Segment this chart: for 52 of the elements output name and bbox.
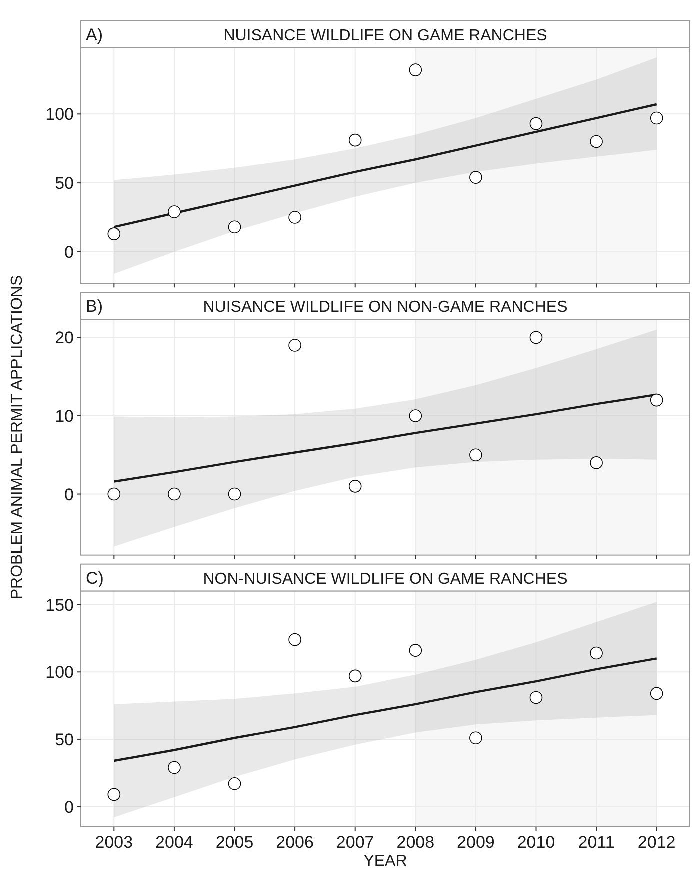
x-tick-label: 2012	[638, 833, 676, 852]
y-tick-label: 100	[46, 105, 74, 124]
x-tick-label: 2003	[95, 833, 134, 852]
y-tick-label: 100	[46, 663, 74, 682]
chart-title: NUISANCE WILDLIFE ON GAME RANCHES	[224, 28, 548, 44]
x-tick-label: 2008	[396, 833, 435, 852]
y-tick-label: 0	[64, 485, 74, 504]
y-tick-label: 10	[55, 406, 74, 426]
point	[650, 394, 664, 407]
point	[530, 691, 543, 704]
point	[108, 788, 121, 802]
text: C)	[86, 568, 104, 588]
point	[470, 448, 482, 462]
y-tick-label: 0	[64, 242, 74, 262]
point	[409, 64, 422, 76]
point	[228, 220, 242, 234]
point	[108, 488, 121, 501]
point	[590, 135, 603, 148]
x-tick-label: 2010	[517, 833, 556, 852]
point	[590, 456, 603, 470]
point	[530, 117, 543, 130]
x-tick-label: 2006	[276, 833, 314, 852]
x-tick-label: 2005	[216, 833, 254, 852]
x-tick-label: 2009	[457, 833, 495, 852]
point	[409, 644, 422, 657]
chart-title: NUISANCE WILDLIFE ON NON-GAME RANCHES	[203, 299, 568, 316]
x-tick-label: 2011	[578, 833, 615, 852]
point	[470, 732, 482, 745]
y-tick-label: 50	[55, 730, 74, 750]
point	[108, 228, 121, 240]
point	[590, 646, 603, 660]
y-tick-label: 50	[55, 174, 74, 194]
point	[228, 488, 242, 501]
text: B)	[86, 297, 103, 316]
y-tick-label: 0	[64, 798, 74, 817]
y-tick-label: 150	[46, 596, 74, 615]
point	[168, 488, 181, 501]
y-axis-title: PROBLEM ANIMAL PERMIT APPLICATIONS	[9, 275, 26, 600]
point	[470, 171, 482, 184]
line-series	[113, 658, 658, 762]
point	[530, 331, 543, 344]
x-axis-title: YEAR	[364, 853, 408, 870]
point	[409, 410, 422, 422]
point	[650, 687, 664, 700]
point	[168, 761, 181, 774]
x-tick-label: 2007	[336, 833, 374, 852]
chart-title: NON-NUISANCE WILDLIFE ON GAME RANCHES	[203, 570, 568, 588]
point	[168, 206, 181, 218]
point	[650, 112, 664, 125]
x-tick-label: 2004	[156, 833, 194, 852]
text: A)	[86, 26, 103, 44]
y-tick-label: 20	[55, 328, 74, 348]
